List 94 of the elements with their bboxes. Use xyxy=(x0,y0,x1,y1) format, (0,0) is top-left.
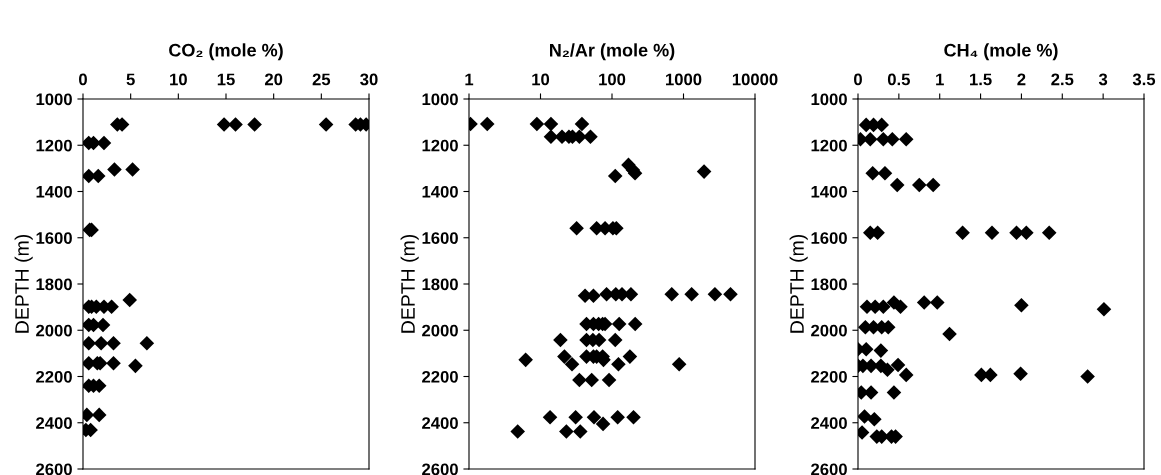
y-axis-title: DEPTH (m) xyxy=(14,234,33,333)
y-tick-label: 2600 xyxy=(811,463,847,475)
y-tick-label: 1800 xyxy=(36,278,72,291)
x-tick-label: 1 xyxy=(936,73,944,86)
point xyxy=(877,165,893,181)
point xyxy=(106,356,121,371)
point xyxy=(106,335,121,351)
y-tick-label: 2600 xyxy=(422,463,458,475)
point xyxy=(93,335,109,351)
x-tick-label: 10 xyxy=(170,73,187,86)
point xyxy=(318,117,334,132)
point xyxy=(858,409,872,424)
x-tick-label: 20 xyxy=(264,73,283,86)
point xyxy=(1080,369,1095,384)
y-tick-label: 1000 xyxy=(36,93,72,106)
y-axis-title: DEPTH (m) xyxy=(400,234,419,333)
x-tick-label: 3.5 xyxy=(1132,73,1156,86)
point xyxy=(83,335,96,351)
y-tick-label: 1000 xyxy=(422,93,458,106)
y-tick-label: 1600 xyxy=(36,232,72,244)
point xyxy=(889,177,905,193)
point xyxy=(942,326,957,342)
point xyxy=(1041,225,1057,240)
point xyxy=(247,117,262,132)
y-tick-label: 1400 xyxy=(36,185,72,198)
point xyxy=(96,135,112,151)
x-tick-label: 2 xyxy=(1017,73,1026,86)
point xyxy=(893,299,908,314)
y-tick-label: 1400 xyxy=(811,185,847,198)
point xyxy=(1014,297,1029,313)
point xyxy=(925,177,941,193)
x-tick-label: 1 xyxy=(465,73,474,86)
point xyxy=(880,362,895,378)
point xyxy=(107,162,122,177)
y-axis-title: DEPTH (m) xyxy=(789,234,808,333)
y-tick-label: 1400 xyxy=(422,185,458,198)
x-tick-label: 5 xyxy=(126,73,135,86)
x-tick-label: 10000 xyxy=(732,73,778,86)
point xyxy=(929,295,945,310)
y-tick-label: 1800 xyxy=(811,278,847,291)
point xyxy=(139,335,155,351)
point xyxy=(912,177,927,193)
y-tick-label: 1200 xyxy=(36,139,72,152)
x-tick-label: 0 xyxy=(854,73,862,86)
y-tick-label: 2000 xyxy=(422,324,458,337)
point xyxy=(91,407,107,423)
y-tick-label: 2000 xyxy=(36,324,72,337)
point xyxy=(873,343,889,358)
x-tick-label: 10 xyxy=(532,73,550,86)
point xyxy=(984,225,1000,240)
x-tick-label: 1.5 xyxy=(970,73,992,86)
x-axis-title: CH₄ (mole %) xyxy=(944,43,1058,61)
point xyxy=(1019,225,1034,240)
point xyxy=(1013,366,1028,382)
y-tick-label: 2200 xyxy=(811,370,847,383)
y-tick-label: 1200 xyxy=(422,139,458,152)
x-axis-title: N₂/Ar (mole %) xyxy=(550,43,675,61)
point xyxy=(865,165,880,181)
point xyxy=(228,117,243,132)
point xyxy=(898,131,914,147)
point xyxy=(955,225,970,240)
y-tick-label: 2200 xyxy=(422,370,458,383)
y-tick-label: 2400 xyxy=(422,417,458,429)
point xyxy=(1096,301,1112,317)
y-tick-label: 2400 xyxy=(811,417,847,429)
point xyxy=(867,412,882,427)
point xyxy=(886,385,902,400)
x-tick-label: 100 xyxy=(599,73,626,86)
x-tick-label: 30 xyxy=(360,73,378,86)
x-tick-label: 15 xyxy=(217,73,235,86)
y-tick-label: 1600 xyxy=(811,232,847,244)
x-tick-label: 0.5 xyxy=(887,73,910,86)
x-tick-label: 3 xyxy=(1098,73,1108,86)
point xyxy=(125,162,140,177)
y-tick-label: 2200 xyxy=(36,370,72,383)
y-tick-label: 1000 xyxy=(811,93,847,106)
x-tick-label: 2.5 xyxy=(1051,73,1074,86)
point xyxy=(122,292,137,308)
y-tick-label: 1200 xyxy=(811,139,847,152)
x-tick-label: 0 xyxy=(79,73,87,86)
x-axis-title: CO₂ (mole %) xyxy=(169,43,283,61)
point xyxy=(890,357,906,373)
point xyxy=(128,358,143,374)
y-tick-label: 1600 xyxy=(422,232,458,244)
point xyxy=(885,131,900,147)
y-tick-label: 2000 xyxy=(811,324,847,337)
y-tick-label: 1800 xyxy=(422,278,458,291)
y-tick-label: 2400 xyxy=(36,417,72,429)
point xyxy=(983,367,998,383)
point xyxy=(916,295,932,310)
point xyxy=(898,367,914,383)
y-tick-label: 2600 xyxy=(36,463,72,475)
x-tick-label: 25 xyxy=(312,73,331,86)
x-tick-label: 1000 xyxy=(666,73,702,86)
